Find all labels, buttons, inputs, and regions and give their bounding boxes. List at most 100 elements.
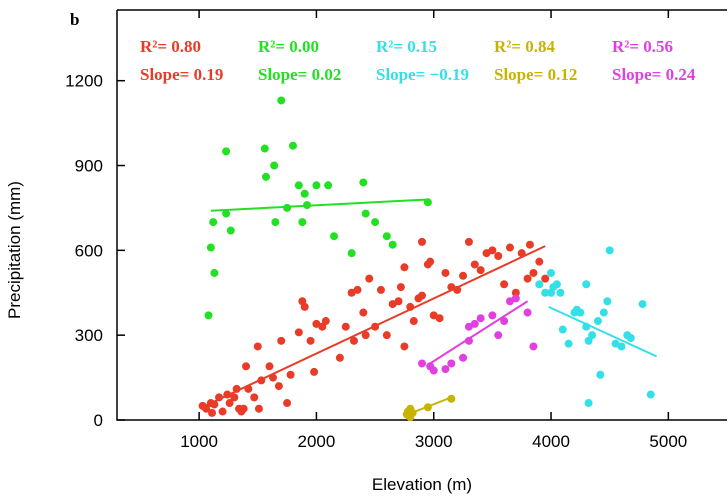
scatter-point: [218, 407, 227, 416]
scatter-point: [283, 399, 292, 408]
scatter-point: [476, 314, 485, 323]
scatter-point: [265, 362, 274, 371]
scatter-point: [535, 280, 544, 289]
scatter-point: [225, 399, 234, 408]
annotation: R²= 0.00: [258, 37, 319, 56]
scatter-point: [359, 308, 368, 317]
scatter-point: [253, 342, 262, 351]
scatter-point: [277, 96, 286, 105]
scatter-point: [435, 314, 444, 323]
scatter-point: [222, 147, 231, 156]
scatter-point: [494, 331, 503, 340]
y-axis-label: Precipitation (mm): [5, 181, 24, 319]
scatter-point: [617, 342, 626, 351]
y-tick-label: 1200: [65, 72, 103, 91]
fit-line: [407, 396, 452, 416]
y-tick-label: 300: [75, 326, 103, 345]
x-tick-label: 3000: [415, 432, 453, 451]
scatter-point: [335, 353, 344, 362]
scatter-point: [541, 288, 550, 297]
annotation: Slope= 0.19: [140, 65, 223, 84]
annotation: Slope= 0.24: [612, 65, 696, 84]
scatter-point: [242, 362, 251, 371]
scatter-point: [271, 218, 280, 227]
scatter-point: [596, 370, 605, 379]
scatter-point: [294, 328, 303, 337]
scatter-point: [312, 181, 321, 190]
scatter-point: [270, 161, 279, 170]
y-tick-label: 900: [75, 157, 103, 176]
scatter-point: [222, 209, 231, 218]
scatter-point: [300, 302, 309, 311]
annotation: R²= 0.56: [612, 37, 673, 56]
scatter-point: [324, 181, 333, 190]
scatter-point: [288, 141, 297, 150]
scatter-point: [459, 271, 468, 280]
scatter-point: [260, 144, 269, 153]
scatter-point: [353, 285, 362, 294]
scatter-point: [476, 266, 485, 275]
annotation: R²= 0.80: [140, 37, 201, 56]
scatter-point: [206, 243, 215, 252]
scatter-point: [447, 359, 456, 368]
scatter-point: [306, 336, 315, 345]
scatter-point: [529, 342, 538, 351]
y-tick-label: 0: [94, 411, 103, 430]
scatter-point: [593, 317, 602, 326]
scatter-point: [626, 334, 635, 342]
scatter-point: [202, 404, 211, 413]
scatter-point: [556, 288, 565, 297]
annotation: R²= 0.84: [494, 37, 556, 56]
x-tick-label: 4000: [532, 432, 570, 451]
scatter-point: [361, 331, 370, 340]
scatter-point: [646, 390, 655, 399]
fit-line: [548, 305, 658, 358]
scatter-point: [470, 319, 479, 328]
scatter-point: [382, 331, 391, 340]
annotation: Slope= 0.02: [258, 65, 341, 84]
scatter-point: [588, 331, 597, 340]
scatter-point: [638, 300, 647, 309]
scatter-point: [547, 268, 556, 277]
scatter-point: [547, 288, 556, 297]
scatter-point: [310, 367, 319, 376]
annotation: R²= 0.15: [376, 37, 437, 56]
scatter-point: [388, 240, 397, 249]
scatter-point: [209, 218, 218, 227]
scatter-point: [429, 366, 438, 375]
scatter-point: [277, 336, 286, 345]
scatter-point: [470, 260, 479, 269]
scatter-point: [441, 365, 450, 374]
scatter-point: [552, 280, 561, 289]
scatter-point: [459, 353, 468, 362]
scatter-point: [286, 370, 295, 379]
scatter-point: [250, 393, 259, 402]
scatter-point: [523, 308, 532, 317]
scatter-point: [488, 246, 497, 255]
scatter-point: [382, 232, 391, 241]
scatter-point: [605, 246, 614, 255]
scatter-point: [500, 317, 509, 326]
scatter-point: [523, 274, 532, 283]
scatter-point: [525, 240, 534, 249]
fit-line: [427, 300, 529, 366]
x-tick-label: 1000: [180, 432, 218, 451]
scatter-point: [371, 218, 380, 227]
scatter-point: [210, 268, 219, 277]
scatter-point: [204, 311, 213, 320]
scatter-point: [394, 297, 403, 306]
x-tick-label: 2000: [298, 432, 336, 451]
scatter-point: [341, 322, 350, 331]
scatter-point: [558, 325, 567, 334]
scatter-point: [261, 172, 270, 181]
scatter-point: [376, 285, 385, 294]
scatter-point: [418, 359, 426, 368]
scatter-point: [274, 382, 283, 391]
scatter-point: [535, 257, 544, 266]
scatter-point: [254, 404, 263, 413]
scatter-point: [239, 404, 248, 413]
scatter-point: [300, 189, 309, 198]
scatter-point: [603, 297, 612, 306]
scatter-point: [505, 243, 514, 252]
